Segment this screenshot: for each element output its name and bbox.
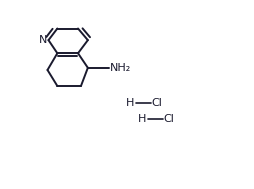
Text: Cl: Cl bbox=[151, 98, 162, 108]
Text: NH₂: NH₂ bbox=[109, 63, 131, 73]
Text: H: H bbox=[138, 115, 146, 125]
Text: H: H bbox=[126, 98, 134, 108]
Text: Cl: Cl bbox=[163, 115, 174, 125]
Text: N: N bbox=[39, 35, 47, 45]
